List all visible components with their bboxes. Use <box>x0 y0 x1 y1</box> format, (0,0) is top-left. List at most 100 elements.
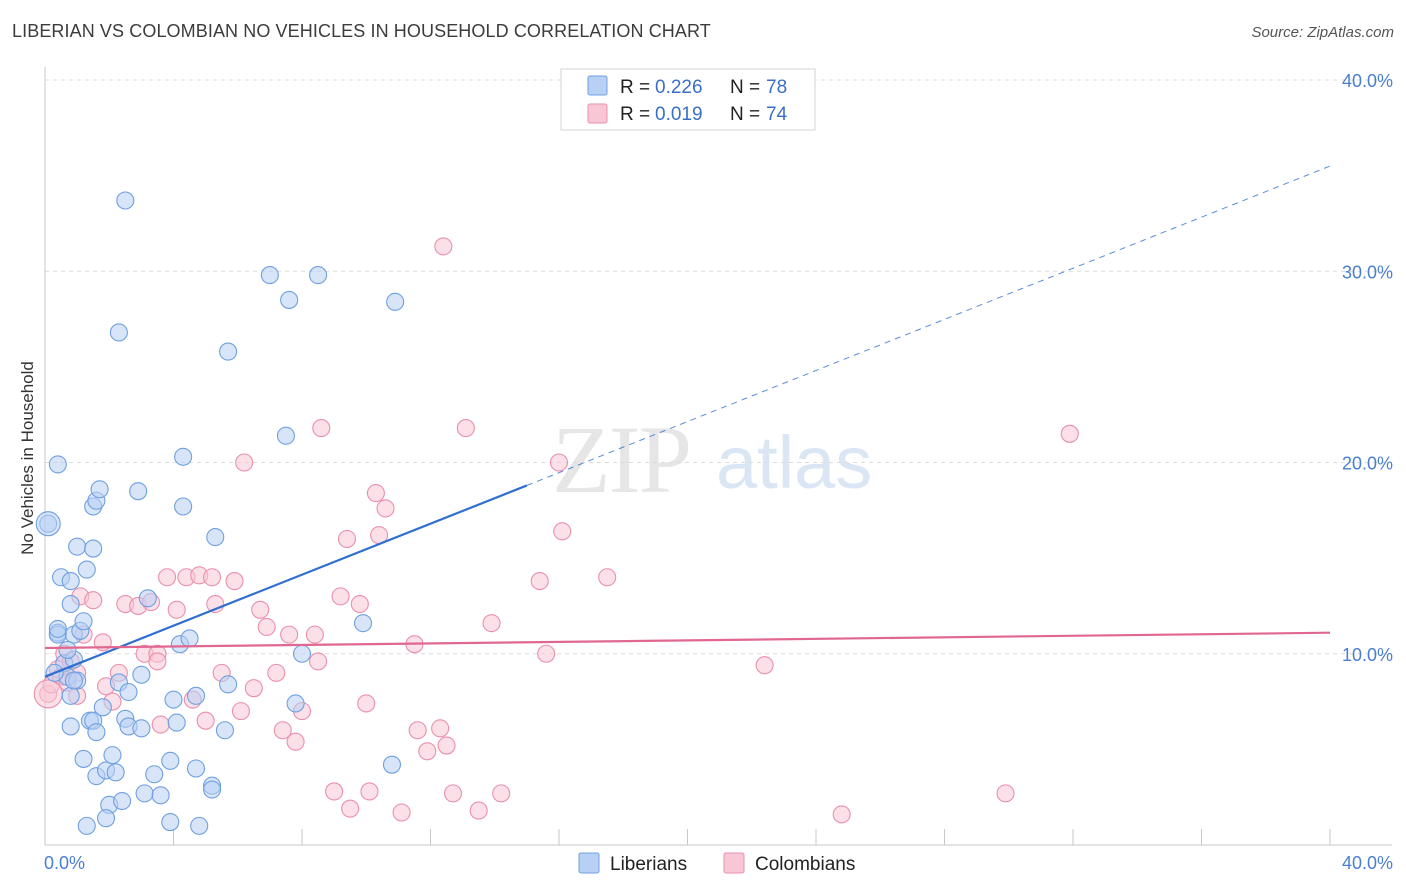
legend-n-value-2: 74 <box>766 104 788 125</box>
liberians-point <box>96 809 116 828</box>
liberians-point <box>58 640 77 659</box>
tick-labels: 10.0% 20.0% 30.0% 40.0% 0.0% 40.0% <box>44 71 1393 873</box>
colombians-point <box>231 702 251 721</box>
liberians-point <box>145 765 164 784</box>
colombians-point <box>305 625 324 644</box>
bottom-swatch-colombians <box>723 852 745 874</box>
liberians-point <box>48 619 67 638</box>
watermark-zip: ZIP <box>552 406 690 513</box>
colombians-point <box>309 652 328 671</box>
liberians-trend-line <box>44 484 528 678</box>
series-legend: Liberians Colombians <box>578 852 855 875</box>
liberians-point <box>132 665 151 684</box>
liberians-point <box>35 511 61 537</box>
colombians-point <box>418 742 437 761</box>
y-tick-label: 40.0% <box>1342 71 1393 91</box>
liberians-point <box>219 342 238 361</box>
liberians-point <box>161 812 180 832</box>
liberians-point <box>74 749 93 768</box>
colombians-trend-line <box>44 631 1331 650</box>
y-tick-label: 20.0% <box>1342 454 1393 474</box>
legend-r-value-1: 0.226 <box>655 77 703 98</box>
colombians-point <box>469 801 488 820</box>
liberians-point <box>219 675 238 694</box>
colombians-point <box>273 721 292 740</box>
liberians-point <box>132 719 151 738</box>
liberians-point <box>161 751 180 770</box>
colombians-point <box>203 568 222 587</box>
liberians-point <box>180 629 199 648</box>
colombians-point <box>337 529 357 549</box>
colombians-point <box>376 499 395 518</box>
colombians-point <box>456 419 475 438</box>
colombians-point <box>350 594 369 614</box>
liberians-point <box>276 426 295 445</box>
liberians-point <box>353 614 373 633</box>
liberians-point <box>206 528 225 547</box>
y-tick-label: 10.0% <box>1342 645 1393 665</box>
liberians-point <box>164 690 183 709</box>
liberians-point <box>87 723 106 742</box>
colombians-point <box>148 652 167 671</box>
colombians-point <box>280 625 299 644</box>
colombians-point <box>167 600 186 619</box>
source-label: Source: ZipAtlas.com <box>1251 24 1394 41</box>
colombians-point <box>158 568 177 587</box>
liberians-point <box>186 686 206 705</box>
legend-r-label-1: R = <box>620 77 650 98</box>
colombians-point <box>235 453 254 472</box>
colombians-point <box>325 782 344 801</box>
colombians-point <box>357 694 376 713</box>
liberians-point <box>48 455 67 474</box>
colombians-point <box>996 784 1015 803</box>
colombians-point <box>360 782 379 801</box>
liberians-point <box>93 698 112 717</box>
liberians-point <box>215 721 234 740</box>
legend-n-value-1: 78 <box>766 77 787 98</box>
liberians-point <box>103 746 122 765</box>
liberians-point <box>138 589 157 608</box>
liberians-point <box>129 482 148 501</box>
liberians-point <box>190 816 209 835</box>
liberians-point <box>174 497 193 516</box>
liberians-point <box>174 447 193 466</box>
liberians-point <box>260 266 279 285</box>
liberians-point <box>106 763 125 782</box>
colombians-point <box>443 784 463 803</box>
colombians-point <box>537 644 556 663</box>
legend-r-label-2: R = <box>620 104 650 125</box>
liberians-point <box>64 671 83 690</box>
colombians-point <box>244 679 263 698</box>
legend-r-value-2: 0.019 <box>655 104 703 125</box>
legend-n-label-1: N = <box>730 77 760 98</box>
liberians-point <box>68 537 87 556</box>
liberians-point <box>116 191 135 210</box>
liberians-point <box>113 791 132 811</box>
colombians-point <box>1060 424 1079 443</box>
liberians-point <box>77 560 96 579</box>
liberians-point <box>286 694 305 713</box>
bottom-legend-liberians: Liberians <box>610 854 687 875</box>
axes <box>44 67 1392 846</box>
legend-swatch-colombians <box>587 103 608 124</box>
y-tick-label: 30.0% <box>1342 262 1393 282</box>
colombians-point <box>549 453 569 472</box>
liberians-point <box>203 780 222 799</box>
colombians-point <box>431 719 450 738</box>
colombians-point <box>151 715 170 734</box>
liberians-point <box>109 323 128 342</box>
colombians-point <box>492 784 511 803</box>
colombians-point <box>286 732 305 751</box>
liberians-point <box>135 784 154 803</box>
colombians-point <box>331 587 350 606</box>
liberians-point <box>309 266 328 285</box>
liberians-point <box>382 755 402 774</box>
correlation-legend: R = 0.226 N = 78 R = 0.019 N = 74 <box>560 68 816 131</box>
colombians-point <box>832 805 851 824</box>
colombians-point <box>267 663 286 682</box>
colombians-point <box>553 522 572 541</box>
colombians-point <box>341 799 360 818</box>
liberians-point <box>84 539 103 558</box>
colombians-point <box>366 484 385 503</box>
